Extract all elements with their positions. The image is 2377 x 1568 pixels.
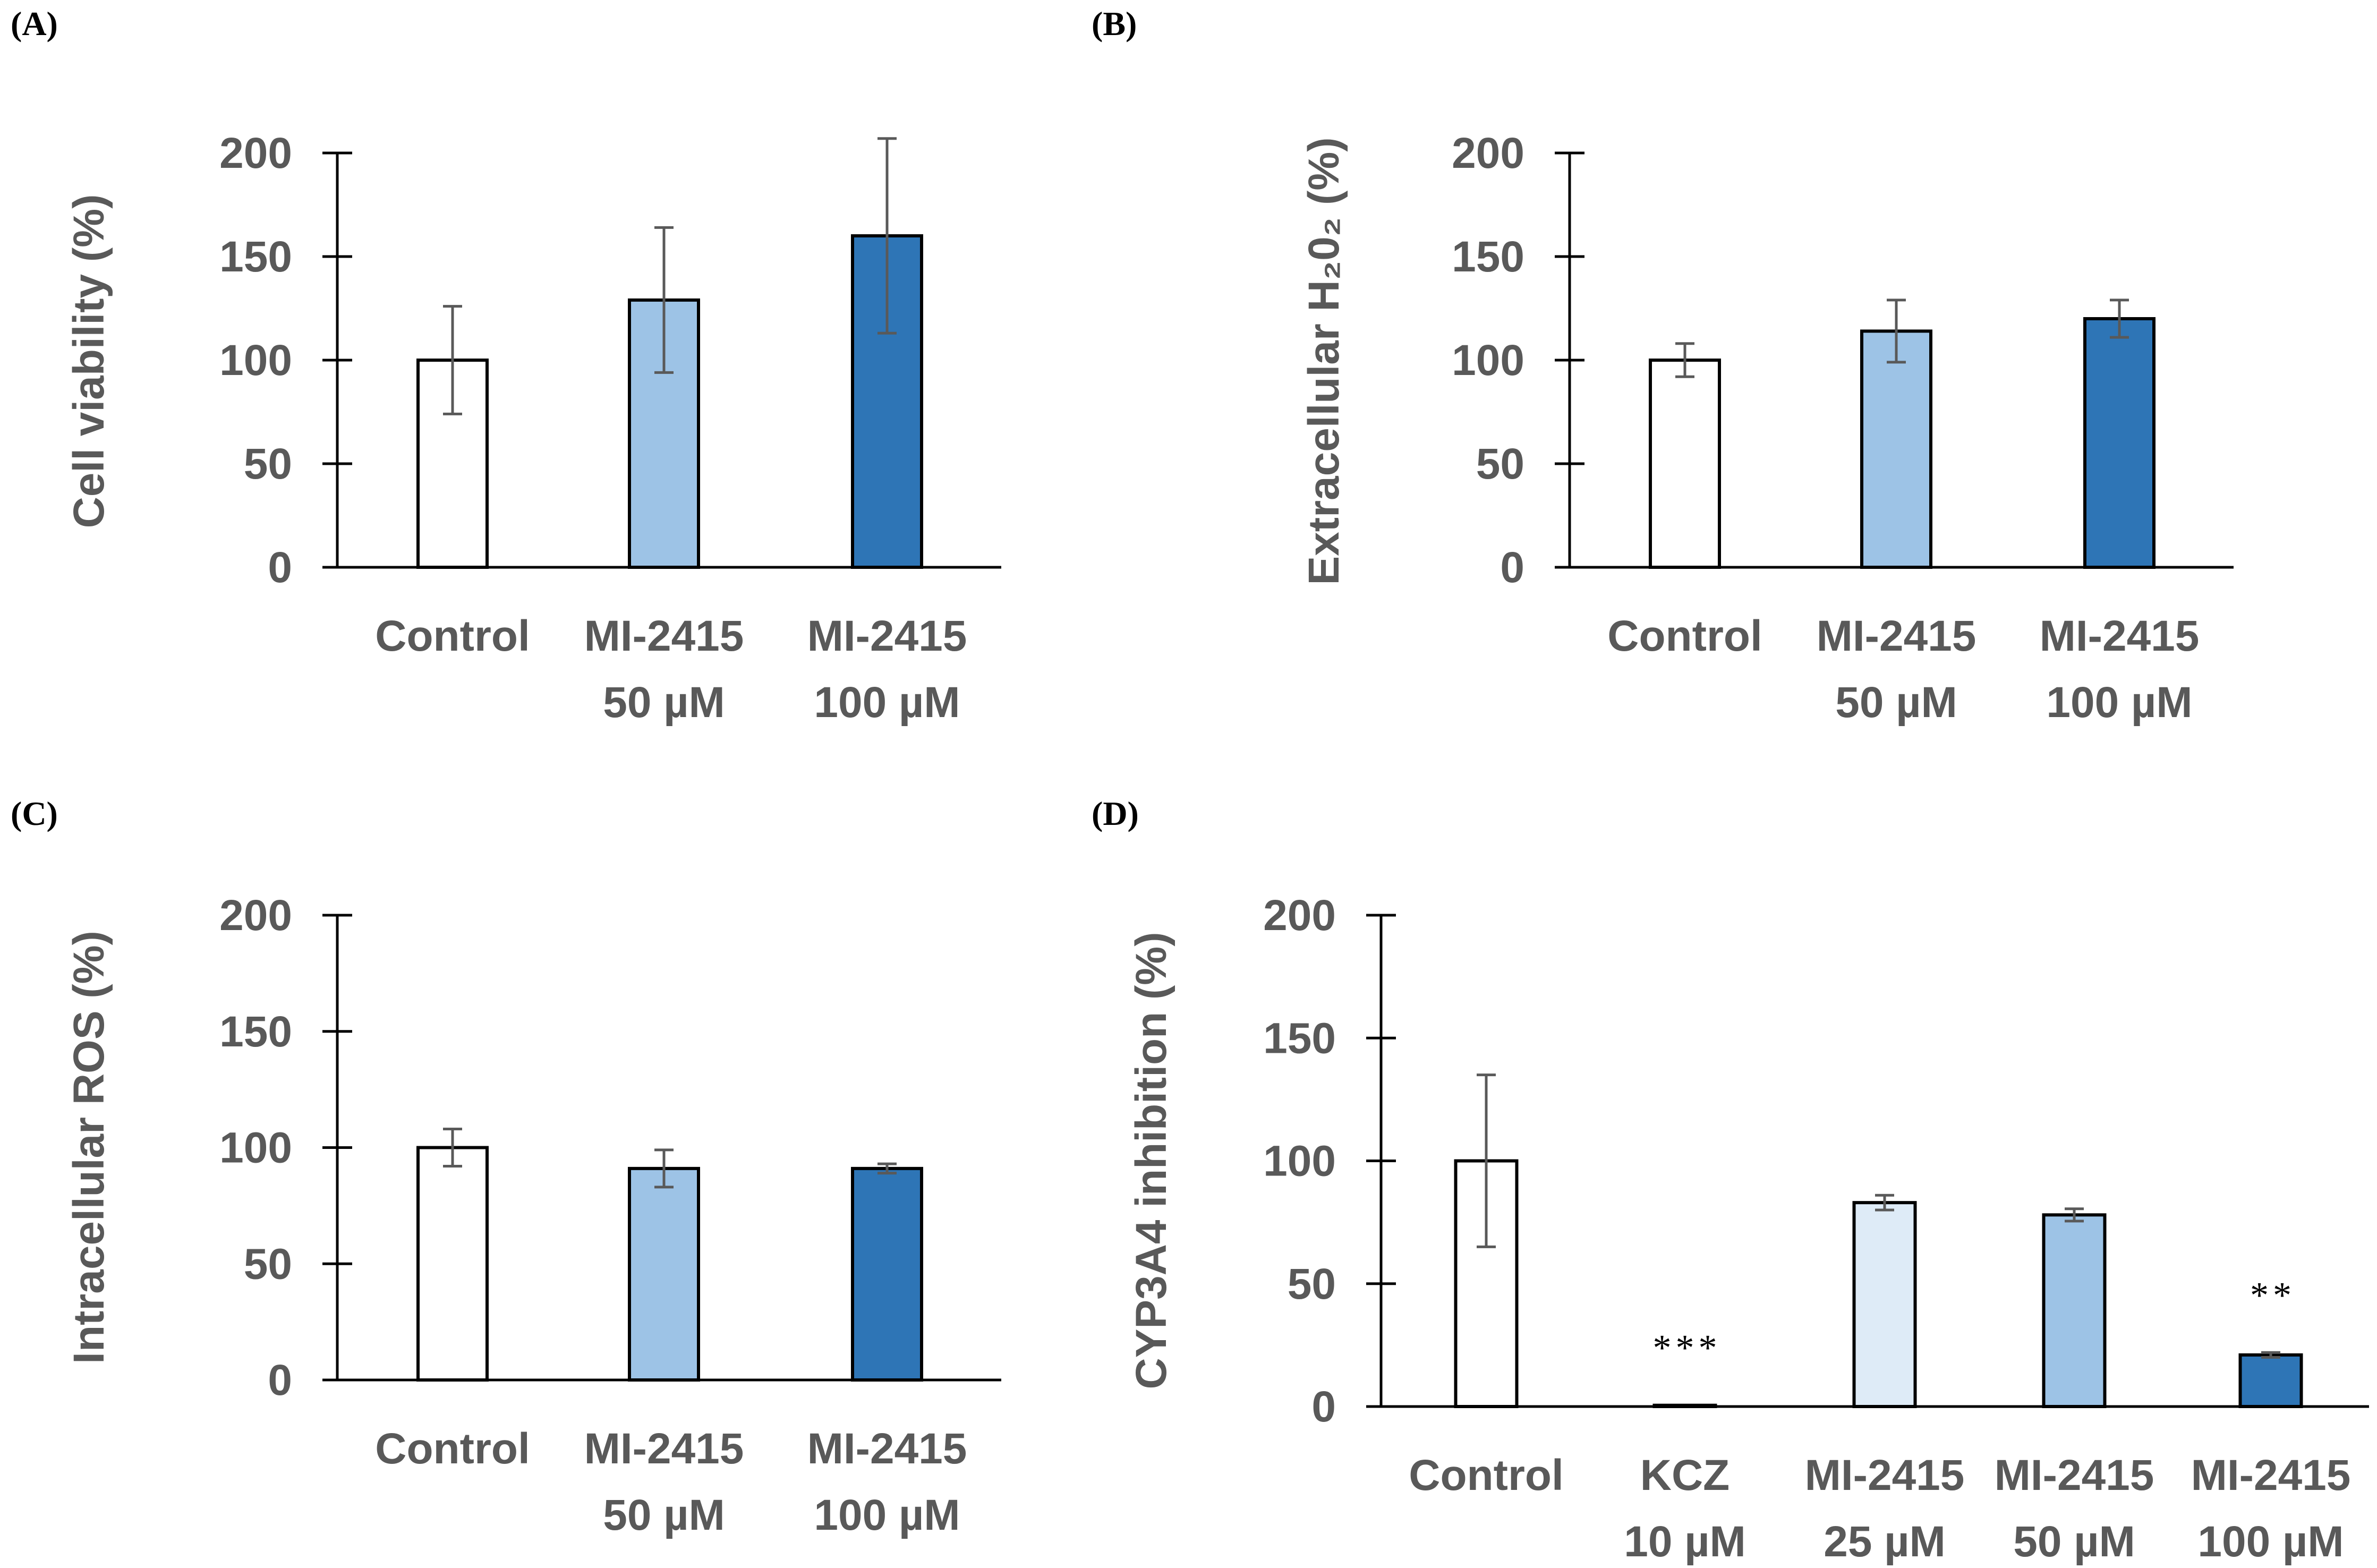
- category-label: Control: [1409, 1451, 1563, 1499]
- y-tick-label: 50: [244, 1240, 292, 1288]
- y-tick-label: 50: [244, 440, 292, 488]
- panel-label-b: (B): [1092, 5, 1137, 42]
- category-label: 50 µM: [603, 1491, 725, 1539]
- category-label: 100 µM: [2197, 1518, 2344, 1566]
- y-tick-label: 0: [1311, 1383, 1336, 1431]
- category-label: MI-2415: [807, 1425, 967, 1473]
- category-label: Control: [375, 612, 530, 660]
- significance-marker: **: [2250, 1275, 2296, 1316]
- category-label: 100 µM: [814, 678, 960, 727]
- y-tick-label: 100: [1452, 336, 1524, 385]
- category-label: 100 µM: [814, 1491, 960, 1539]
- category-label: MI-2415: [2191, 1451, 2351, 1499]
- y-tick-label: 150: [1452, 233, 1524, 281]
- bar: [2083, 317, 2156, 569]
- bar: [2042, 1213, 2107, 1408]
- y-tick-label: 0: [268, 1356, 292, 1404]
- category-label: MI-2415: [1805, 1451, 1965, 1499]
- bar: [628, 1166, 700, 1382]
- category-label: 50 µM: [2013, 1518, 2135, 1566]
- category-label: MI-2415: [2040, 612, 2200, 660]
- category-label: 10 µM: [1624, 1518, 1746, 1566]
- y-tick-label: 200: [219, 891, 292, 940]
- category-label: Control: [375, 1425, 530, 1473]
- y-axis-title: Extracellular H₂0₂ (%): [1300, 137, 1348, 585]
- category-label: MI-2415: [1995, 1451, 2154, 1499]
- y-axis-title: Intracellular ROS (%): [65, 931, 113, 1364]
- y-tick-label: 200: [219, 129, 292, 177]
- y-tick-label: 0: [1500, 543, 1524, 592]
- category-label: MI-2415: [584, 612, 744, 660]
- y-tick-label: 150: [1263, 1014, 1336, 1062]
- panel-label-d: (D): [1092, 795, 1139, 832]
- y-tick-label: 0: [268, 543, 292, 592]
- bar: [416, 1146, 489, 1382]
- panel-label-a: (A): [11, 5, 58, 42]
- category-label: Control: [1607, 612, 1762, 660]
- bar: [2238, 1353, 2303, 1408]
- y-axis-title: CYP3A4 inhibition (%): [1127, 932, 1175, 1390]
- panel-label-c: (C): [11, 795, 58, 832]
- category-label: 50 µM: [603, 678, 725, 727]
- y-axis-title: Cell viability (%): [65, 194, 113, 529]
- y-tick-label: 200: [1452, 129, 1524, 177]
- y-tick-label: 100: [219, 336, 292, 385]
- bar: [851, 1166, 923, 1382]
- y-tick-label: 100: [219, 1124, 292, 1172]
- y-tick-label: 150: [219, 1008, 292, 1056]
- bar: [1860, 329, 1932, 569]
- bar: [1649, 359, 1721, 569]
- category-label: MI-2415: [584, 1425, 744, 1473]
- bar: [1652, 1403, 1717, 1408]
- y-tick-label: 50: [1476, 440, 1524, 488]
- y-tick-label: 100: [1263, 1137, 1336, 1186]
- category-label: MI-2415: [807, 612, 967, 660]
- bar: [1852, 1201, 1917, 1408]
- category-label: 25 µM: [1824, 1518, 1946, 1566]
- y-tick-label: 150: [219, 233, 292, 281]
- category-label: KCZ: [1640, 1451, 1730, 1499]
- category-label: MI-2415: [1817, 612, 1976, 660]
- significance-marker: ***: [1653, 1328, 1722, 1369]
- y-tick-label: 50: [1288, 1260, 1336, 1308]
- y-tick-label: 200: [1263, 891, 1336, 940]
- category-label: 100 µM: [2046, 678, 2192, 727]
- category-label: 50 µM: [1835, 678, 1957, 727]
